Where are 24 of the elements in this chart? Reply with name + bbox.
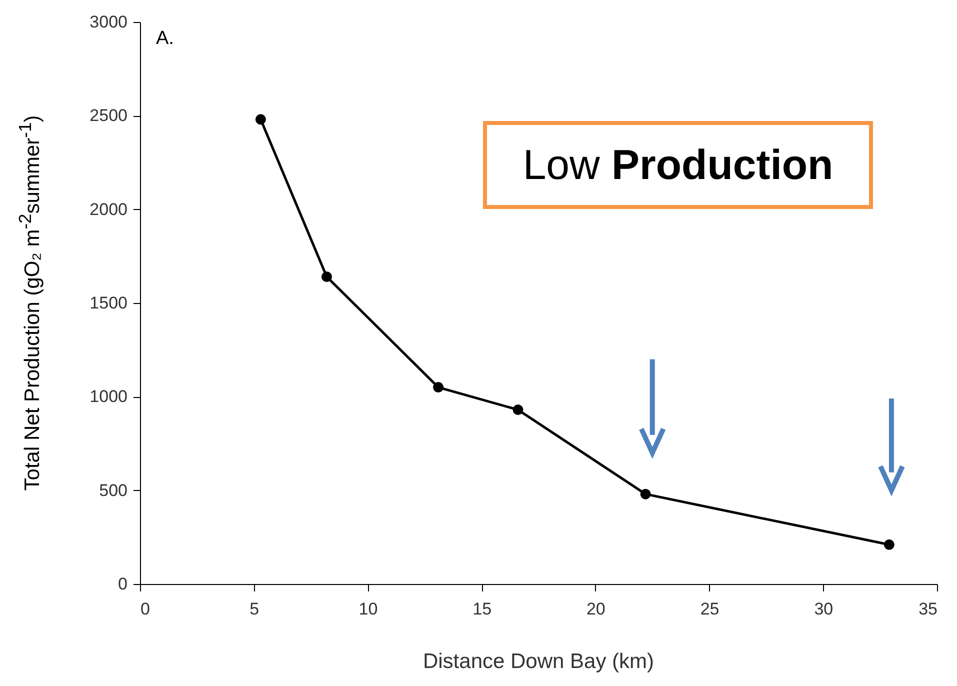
x-tick-label: 35 <box>918 600 938 618</box>
x-tick-label: 10 <box>358 600 378 618</box>
y-tick-label: 3000 <box>90 12 128 32</box>
point <box>321 272 332 282</box>
x-tick-label: 0 <box>140 600 150 618</box>
x-tick-label: 25 <box>700 600 720 618</box>
x-tick-label: 20 <box>586 600 606 618</box>
x-axis-title: Distance Down Bay (km) <box>422 650 656 674</box>
point <box>884 539 894 550</box>
point <box>512 404 524 416</box>
x-tick-label: 15 <box>472 600 492 618</box>
y-tick-label: 2000 <box>90 200 128 219</box>
annotation: Low Production <box>522 141 834 189</box>
point <box>255 114 266 125</box>
y-tick-label: 500 <box>99 480 128 500</box>
y-tick-label: 0 <box>118 574 128 594</box>
x-tick-label: 30 <box>814 600 834 618</box>
y-tick-label: 1000 <box>90 387 128 406</box>
point <box>433 382 444 393</box>
y-tick-label: 2500 <box>90 106 128 126</box>
x-tick-label: 5 <box>250 600 260 618</box>
point <box>640 488 651 500</box>
y-tick-label: 1500 <box>90 294 128 312</box>
annotation: A. <box>156 28 174 50</box>
